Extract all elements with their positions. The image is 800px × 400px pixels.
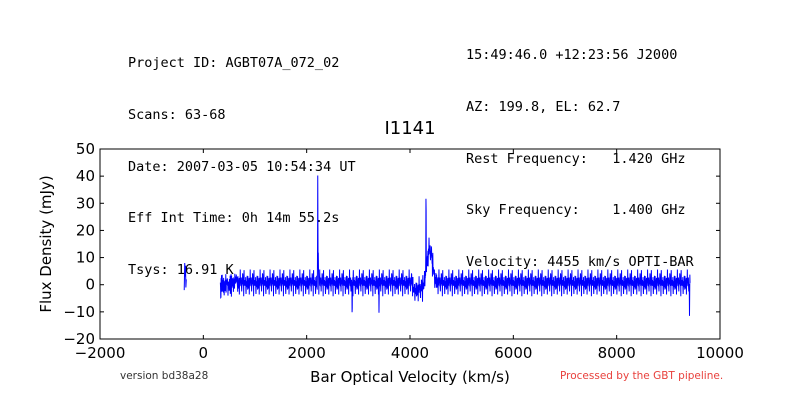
header-right: 15:49:46.0 +12:23:56 J2000 AZ: 199.8, EL…	[466, 13, 694, 288]
y-tick-label: −20	[63, 330, 95, 348]
x-tick-label: 2000	[288, 344, 326, 362]
y-tick-label: 20	[76, 221, 95, 239]
x-axis-label: Bar Optical Velocity (km/s)	[310, 368, 510, 386]
y-tick-label: 10	[76, 249, 95, 267]
header-sky-frequency: Sky Frequency: 1.400 GHz	[466, 202, 686, 219]
header-az-el: AZ: 199.8, EL: 62.7	[466, 99, 621, 115]
x-tick-label: 6000	[494, 344, 532, 362]
header-velocity: Velocity: 4455 km/s OPTI-BAR	[466, 253, 694, 270]
version-note: version bd38a28	[120, 370, 209, 382]
y-tick-label: 0	[85, 276, 95, 294]
chart-title: I1141	[384, 118, 435, 139]
header-date: Date: 2007-03-05 10:54:34 UT	[128, 158, 356, 175]
x-tick-label: 0	[199, 344, 209, 362]
axis-ticks: −2000 0 2000 4000 6000 8000 10000 −20 −10 0 10 20 30…	[63, 140, 744, 362]
spectrum-line-segment-1	[183, 262, 187, 291]
header-coordinates: 15:49:46.0 +12:23:56 J2000	[466, 47, 678, 64]
y-tick-label: 40	[76, 167, 95, 185]
x-tick-label: 4000	[391, 344, 429, 362]
header-rest-frequency: Rest Frequency: 1.420 GHz	[466, 150, 686, 167]
x-tick-label: 10000	[696, 344, 744, 362]
plot-frame	[99, 148, 721, 340]
x-tick-label: −2000	[75, 344, 126, 362]
plot-lines	[183, 175, 691, 316]
x-tick-label: 8000	[598, 344, 636, 362]
y-axis-label: Flux Density (mJy)	[37, 175, 55, 312]
y-tick-label: 30	[76, 194, 95, 212]
header-eff-int-time: Eff Int Time: 0h 14m 55.2s	[128, 210, 340, 227]
header-project-id: Project ID: AGBT07A_072_02	[128, 55, 340, 72]
spectrum-line-segment-2	[219, 175, 691, 316]
pipeline-note: Processed by the GBT pipeline.	[560, 370, 724, 382]
header-tsys: Tsys: 16.91 K	[128, 261, 234, 278]
header-scans: Scans: 63-68	[128, 107, 226, 123]
y-tick-label: −10	[63, 303, 95, 321]
y-tick-label: 50	[76, 140, 95, 158]
header-left: Project ID: AGBT07A_072_02 Scans: 63-68 …	[128, 21, 356, 296]
